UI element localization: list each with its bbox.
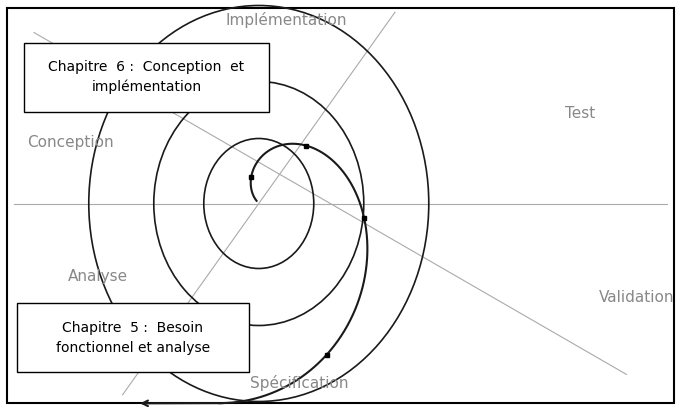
FancyBboxPatch shape xyxy=(7,8,674,403)
Text: Analyse: Analyse xyxy=(68,269,128,284)
FancyBboxPatch shape xyxy=(24,43,269,112)
Text: Spécification: Spécification xyxy=(251,374,349,391)
Text: Test: Test xyxy=(565,107,595,121)
Text: Chapitre  5 :  Besoin
fonctionnel et analyse: Chapitre 5 : Besoin fonctionnel et analy… xyxy=(56,321,210,354)
FancyBboxPatch shape xyxy=(17,303,249,372)
Text: Validation: Validation xyxy=(599,290,675,304)
Text: Conception: Conception xyxy=(27,135,114,150)
Text: Implémentation: Implémentation xyxy=(225,12,347,28)
Text: Chapitre  6 :  Conception  et
implémentation: Chapitre 6 : Conception et implémentatio… xyxy=(48,60,244,94)
